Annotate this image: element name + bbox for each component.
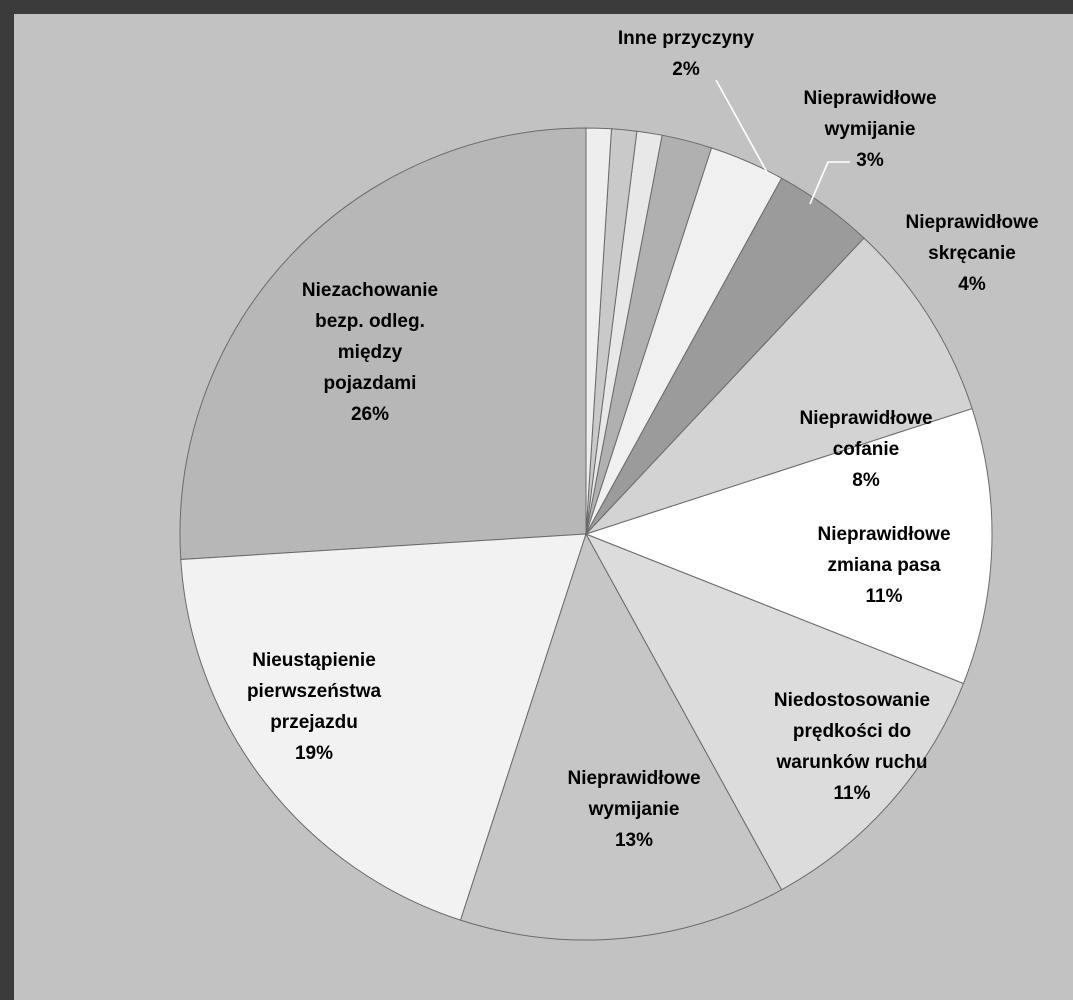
pie-slice: [459, 532, 783, 941]
pie-chart: Niezachowanie bezp. odleg. między pojazdami…: [179, 28, 1039, 941]
leader-line: [715, 79, 769, 175]
slice-label: Nieustąpienie pierwszeństwa przejazdu 19%: [247, 650, 382, 764]
slice-label: Nieprawidłowe cofanie 8%: [799, 408, 932, 491]
slice-label: Nieprawidłowe wymijanie 13%: [567, 768, 700, 851]
pie-slice: [584, 533, 965, 891]
pie-slice: [584, 407, 993, 685]
pie-slice: [179, 127, 587, 561]
pie-slice: [585, 127, 613, 535]
slice-label: Nieprawidłowe skręcanie 4%: [905, 212, 1038, 295]
chart-area: Niezachowanie bezp. odleg. między pojazdami…: [14, 14, 1073, 1000]
pie-slice: [180, 533, 587, 921]
slice-label: Nieprawidłowe wymijanie 3%: [803, 88, 936, 171]
slice-label: Nieprawidłowe zmiana pasa 11%: [817, 524, 950, 607]
pie-slice: [585, 237, 973, 535]
slice-label: Niezachowanie bezp. odleg. między pojazdami…: [302, 280, 438, 425]
slice-label: Inne przyczyny 2%: [618, 28, 755, 80]
leader-line: [809, 161, 850, 205]
slice-label: Niedostosowanie prędkości do warunków ruch…: [774, 690, 930, 804]
